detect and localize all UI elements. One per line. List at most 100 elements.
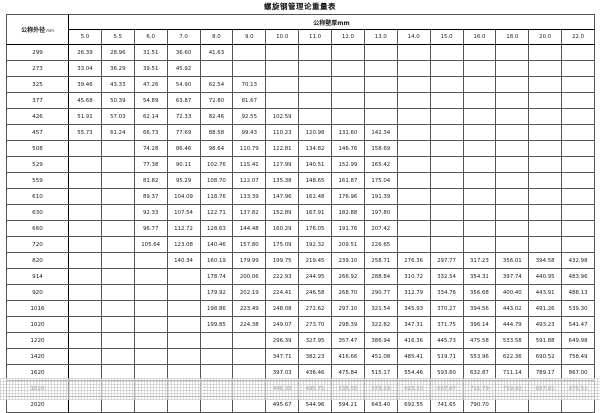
weight-cell: 711.79 [462,380,497,397]
weight-cell: 445.73 [429,332,464,349]
weight-cell: 226.65 [363,236,398,253]
table-body: 299 26.39 28.96 31.51 36.60 41.63 273 33.04 36.2… [6,44,596,413]
weight-cell [100,188,135,205]
weight-cell [462,220,497,237]
weight-cell: 146.76 [331,140,365,157]
weight-cell [331,92,365,109]
weight-cell [133,284,168,301]
weight-cell [561,76,596,93]
weight-cell [396,76,431,93]
weight-cell: 144.48 [232,220,267,237]
od-cell: 660 [6,220,69,237]
weight-cell: 347.71 [265,348,300,365]
weight-cell [396,156,431,173]
weight-cell [495,124,530,141]
weight-cell: 147.96 [265,188,300,205]
weight-cell [561,92,596,109]
weight-cell: 31.51 [133,44,168,61]
weight-cell: 28.96 [100,44,135,61]
weight-cell: 297.10 [331,300,365,317]
weight-cell [265,92,300,109]
weight-cell [363,108,398,125]
weight-cell [495,76,530,93]
weight-cell [199,332,234,349]
weight-cell: 288.84 [363,268,398,285]
weight-cell [495,108,530,125]
od-header-unit: mm [46,28,54,33]
weight-cell [429,140,464,157]
thickness-header-cell: 15.0 [429,29,464,45]
weight-cell [133,364,168,381]
weight-cell [528,76,563,93]
weight-cell [429,92,464,109]
weight-cell: 118.76 [199,188,234,205]
weight-cell [462,92,497,109]
weight-cell [298,60,332,77]
weight-cell [68,348,102,365]
weight-cell [561,236,596,253]
weight-cell [68,364,102,381]
weight-cell [100,220,135,237]
weight-cell: 110.79 [232,140,267,157]
weight-cell: 39.51 [133,60,168,77]
weight-cell: 133.39 [232,188,267,205]
od-cell: 529 [6,156,69,173]
weight-cell [265,76,300,93]
weight-cell: 310.72 [396,268,431,285]
table-row: 630 92.33 107.54 122.71 137.82 152.89 167.91 18… [6,204,596,221]
thickness-group-unit: mm [337,19,350,27]
weight-cell [429,220,464,237]
weight-cell [133,332,168,349]
weight-cell: 77.69 [166,124,201,141]
weight-cell: 272.62 [298,300,332,317]
weight-cell: 485.41 [396,348,431,365]
weight-cell: 110.23 [265,124,300,141]
od-cell: 457 [6,124,69,141]
weight-cell [100,284,135,301]
weight-cell: 179.99 [232,252,267,269]
weight-cell: 102.59 [265,108,300,125]
weight-cell: 298.39 [331,316,365,333]
weight-cell: 535.02 [331,380,365,397]
table-row: 377 45.68 50.39 54.89 63.87 72.80 81.67 [6,92,596,109]
weight-cell [100,396,135,413]
thickness-header-cell: 22.0 [561,29,596,45]
weight-cell: 332.54 [429,268,464,285]
weight-cell: 176.05 [298,220,332,237]
weight-cell: 179.92 [199,284,234,301]
weight-cell: 354.31 [462,268,497,285]
od-cell: 610 [6,188,69,205]
weight-cell [495,188,530,205]
weight-cell: 544.96 [298,396,332,413]
od-header-label: 公称外径 [21,27,46,34]
table-row: 660 96.77 112.72 128.63 144.48 160.29 176.05 19… [6,220,596,237]
weight-cell: 758.49 [561,348,596,365]
weight-cell: 82.46 [199,108,234,125]
weight-cell: 357.47 [331,332,365,349]
weight-cell: 105.64 [133,236,168,253]
thickness-header-cell: 8.0 [199,29,234,45]
weight-cell: 249.07 [265,316,300,333]
weight-cell [100,268,135,285]
weight-cell [495,396,530,413]
weight-cell [561,124,596,141]
weight-cell [298,44,332,61]
od-cell: 720 [6,236,69,253]
weight-cell [396,124,431,141]
table-row: 1220 296.39 327.95 357.47 386.94 416.36 445.73… [6,332,596,349]
weight-cell: 297.77 [429,252,464,269]
weight-cell [396,220,431,237]
weight-cell: 493.23 [528,316,563,333]
od-cell: 508 [6,140,69,157]
weight-cell [133,380,168,397]
weight-cell [331,76,365,93]
weight-cell [396,108,431,125]
od-cell: 273 [6,60,69,77]
weight-cell [232,44,267,61]
weight-cell: 50.39 [100,92,135,109]
weight-cell [495,204,530,221]
weight-cell [495,60,530,77]
weight-cell: 26.39 [68,44,102,61]
weight-cell [100,140,135,157]
weight-cell: 142.34 [363,124,398,141]
